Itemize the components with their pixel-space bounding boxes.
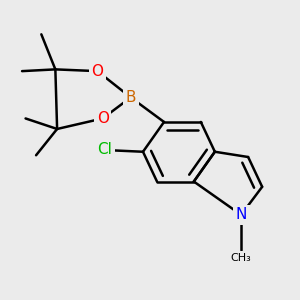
Text: B: B <box>125 90 136 105</box>
Text: CH₃: CH₃ <box>231 254 251 263</box>
Text: O: O <box>97 111 109 126</box>
Text: O: O <box>92 64 104 79</box>
Text: Cl: Cl <box>97 142 112 158</box>
Text: N: N <box>236 207 247 222</box>
